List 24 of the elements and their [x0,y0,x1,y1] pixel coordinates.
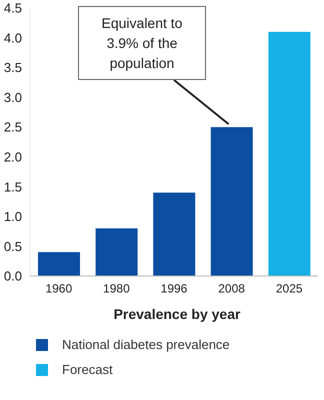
y-tick-label: 1.5 [4,179,22,194]
x-tick-label: 1980 [103,282,130,296]
y-tick-label: 0.0 [4,268,22,284]
x-tick-label: 1996 [160,282,188,296]
x-tick-label: 2025 [276,282,303,296]
x-tick-label: 1960 [45,282,72,296]
y-tick-label: 4.5 [4,0,22,16]
callout-box: Equivalent to 3.9% of the population [78,6,206,80]
y-tick-label: 3.0 [4,90,22,105]
y-tick-label: 4.0 [4,30,22,46]
legend-label: National diabetes prevalence [61,336,231,354]
x-tick-label: 2008 [218,282,246,296]
y-tick-label: 1.0 [4,209,22,224]
legend-label: Forecast [61,361,114,379]
bar [210,127,253,276]
bar [153,192,196,276]
y-tick-label: 2.0 [4,150,22,165]
bar [38,252,80,276]
bar [268,32,310,276]
bar [96,228,138,276]
y-tick-label: 3.5 [4,60,22,76]
y-tick-label: 0.5 [4,238,22,254]
x-axis-title: Prevalence by year [112,306,242,322]
y-tick-label: 2.5 [4,120,22,135]
